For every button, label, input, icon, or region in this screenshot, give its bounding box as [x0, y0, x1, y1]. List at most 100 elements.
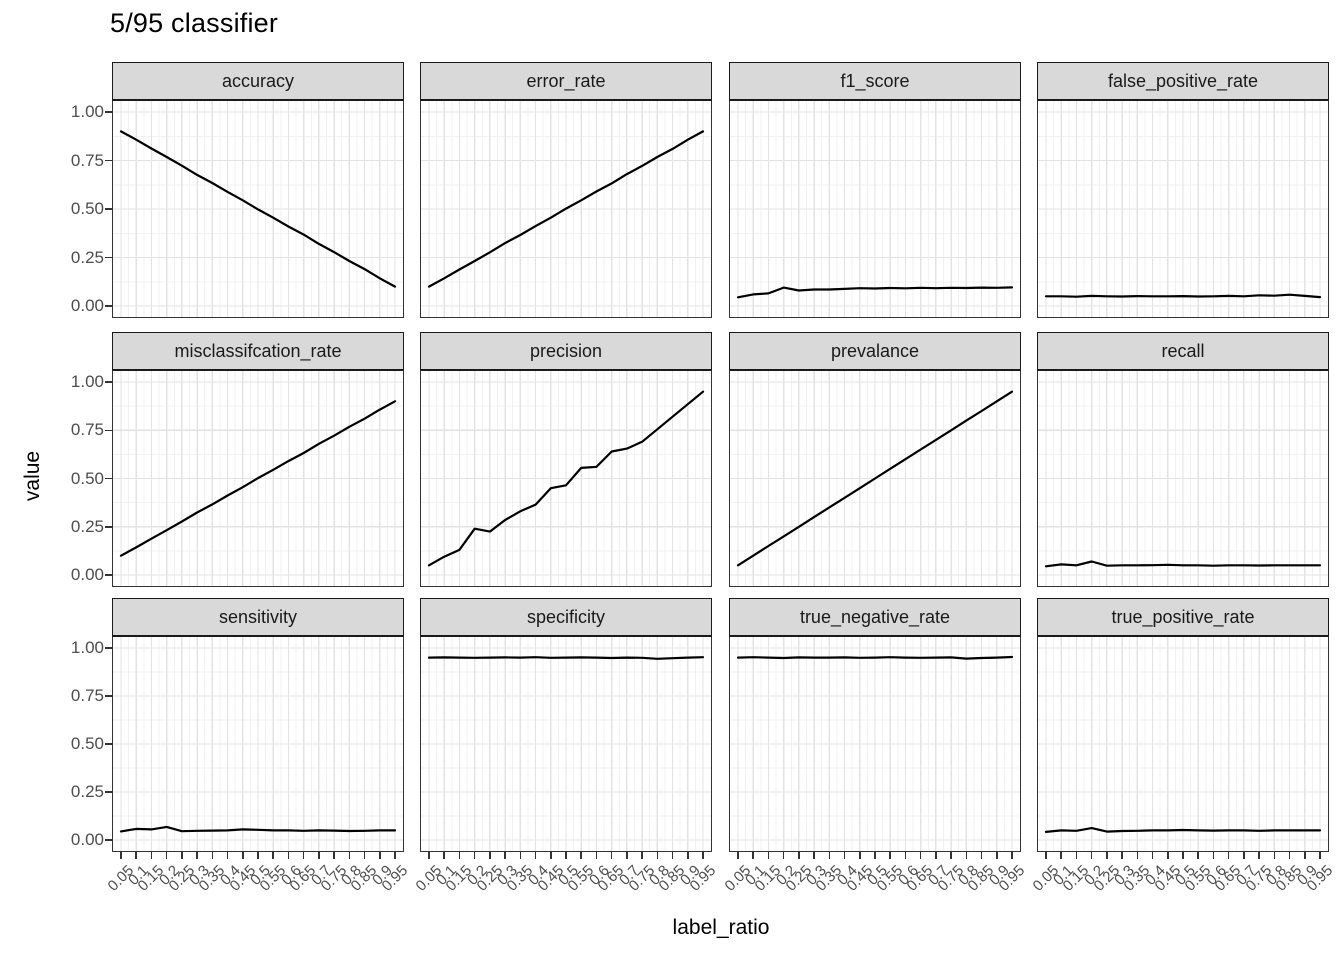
x-tick-mark	[550, 852, 552, 859]
x-tick-mark	[687, 852, 689, 859]
facet-strip-error_rate: error_rate	[420, 62, 712, 100]
x-tick-mark	[1258, 852, 1260, 859]
facet-sensitivity: sensitivity	[112, 598, 404, 852]
x-tick-mark	[348, 852, 351, 859]
x-tick-mark	[333, 852, 335, 859]
facet-strip-false_positive_rate: false_positive_rate	[1037, 62, 1329, 100]
y-tick-label: 1.00	[70, 638, 104, 657]
facet-strip-accuracy: accuracy	[112, 62, 404, 100]
x-tick-mark	[641, 852, 643, 859]
facet-panel-sensitivity	[112, 636, 404, 852]
x-tick-mark	[226, 852, 229, 859]
x-tick-mark	[1197, 852, 1199, 859]
x-tick-mark	[580, 852, 582, 859]
facet-plot-true_negative_rate	[730, 637, 1020, 851]
facet-plot-specificity	[421, 637, 711, 851]
x-tick-mark	[904, 852, 907, 859]
x-tick-mark	[1075, 852, 1078, 859]
x-tick-mark	[272, 852, 274, 859]
x-tick-mark	[813, 852, 815, 859]
x-tick-mark	[1090, 852, 1093, 859]
x-tick-mark	[211, 852, 214, 859]
x-tick-mark	[1136, 852, 1139, 859]
x-tick-mark	[965, 852, 968, 859]
x-tick-mark	[767, 852, 770, 859]
x-tick-mark	[919, 852, 922, 859]
y-tick-mark	[105, 791, 112, 793]
x-tick-mark	[443, 852, 445, 859]
y-tick-mark	[105, 111, 112, 113]
x-tick-mark	[671, 852, 674, 859]
x-tick-mark	[1288, 852, 1291, 859]
x-tick-mark	[828, 852, 831, 859]
x-tick-mark	[702, 852, 704, 859]
x-tick-mark	[980, 852, 983, 859]
y-tick-label: 0.25	[70, 782, 104, 801]
x-tick-mark	[120, 852, 122, 859]
data-line-misclassifcation_rate	[119, 400, 397, 557]
x-tick-mark	[519, 852, 522, 859]
x-tick-mark	[843, 852, 846, 859]
x-tick-mark	[996, 852, 998, 859]
x-tick-mark	[165, 852, 168, 859]
y-tick-label: 0.00	[70, 830, 104, 849]
x-tick-mark	[504, 852, 506, 859]
x-tick-mark	[473, 852, 476, 859]
x-tick-mark	[935, 852, 937, 859]
facet-strip-precision: precision	[420, 332, 712, 370]
facet-panel-true_negative_rate	[729, 636, 1021, 852]
x-tick-mark	[595, 852, 598, 859]
y-tick-label: 0.75	[70, 150, 104, 170]
facet-strip-prevalance: prevalance	[729, 332, 1021, 370]
facet-panel-true_positive_rate	[1037, 636, 1329, 852]
x-tick-mark	[1304, 852, 1306, 859]
facet-panel-false_positive_rate	[1037, 100, 1329, 318]
data-line-f1_score	[736, 286, 1014, 299]
x-tick-mark	[1106, 852, 1108, 859]
y-tick-mark	[105, 381, 112, 383]
x-tick-mark	[135, 852, 137, 859]
facet-strip-specificity: specificity	[420, 598, 712, 636]
facet-recall: recall	[1037, 332, 1329, 587]
facet-strip-misclassifcation_rate: misclassifcation_rate	[112, 332, 404, 370]
x-tick-mark	[394, 852, 396, 859]
y-tick-mark	[105, 477, 112, 480]
x-tick-mark	[752, 852, 754, 859]
facet-specificity: specificity	[420, 598, 712, 852]
y-tick-label: 0.75	[70, 686, 104, 705]
data-line-true_positive_rate	[1044, 827, 1322, 833]
facet-plot-true_positive_rate	[1038, 637, 1328, 851]
x-tick-mark	[1273, 852, 1276, 859]
y-tick-label: 1.00	[70, 102, 104, 121]
facet-true_positive_rate: true_positive_rate	[1037, 598, 1329, 852]
facet-panel-recall	[1037, 370, 1329, 587]
data-line-sensitivity	[119, 825, 397, 833]
y-tick-mark	[105, 305, 112, 307]
x-tick-mark	[150, 852, 153, 859]
x-tick-mark	[1121, 852, 1123, 859]
facet-precision: precision	[420, 332, 712, 587]
x-tick-mark	[626, 852, 628, 859]
facet-strip-true_negative_rate: true_negative_rate	[729, 598, 1021, 636]
x-tick-mark	[379, 852, 381, 859]
y-tick-label: 0.50	[70, 468, 104, 488]
facet-strip-recall: recall	[1037, 332, 1329, 370]
x-tick-mark	[363, 852, 366, 859]
x-tick-mark	[196, 852, 198, 859]
y-tick-mark	[105, 743, 112, 745]
y-tick-mark	[105, 839, 112, 841]
facet-accuracy: accuracy	[112, 62, 404, 318]
facet-plot-misclassifcation_rate	[113, 371, 403, 586]
x-tick-mark	[489, 852, 491, 859]
y-tick-label: 0.50	[70, 199, 104, 218]
facet-error_rate: error_rate	[420, 62, 712, 318]
facet-true_negative_rate: true_negative_rate	[729, 598, 1021, 852]
x-tick-mark	[242, 852, 244, 859]
y-tick-mark	[105, 208, 112, 210]
facet-f1_score: f1_score	[729, 62, 1021, 318]
data-line-true_negative_rate	[736, 655, 1014, 660]
facet-strip-sensitivity: sensitivity	[112, 598, 404, 636]
x-tick-mark	[1060, 852, 1062, 859]
facet-panel-prevalance	[729, 370, 1021, 587]
